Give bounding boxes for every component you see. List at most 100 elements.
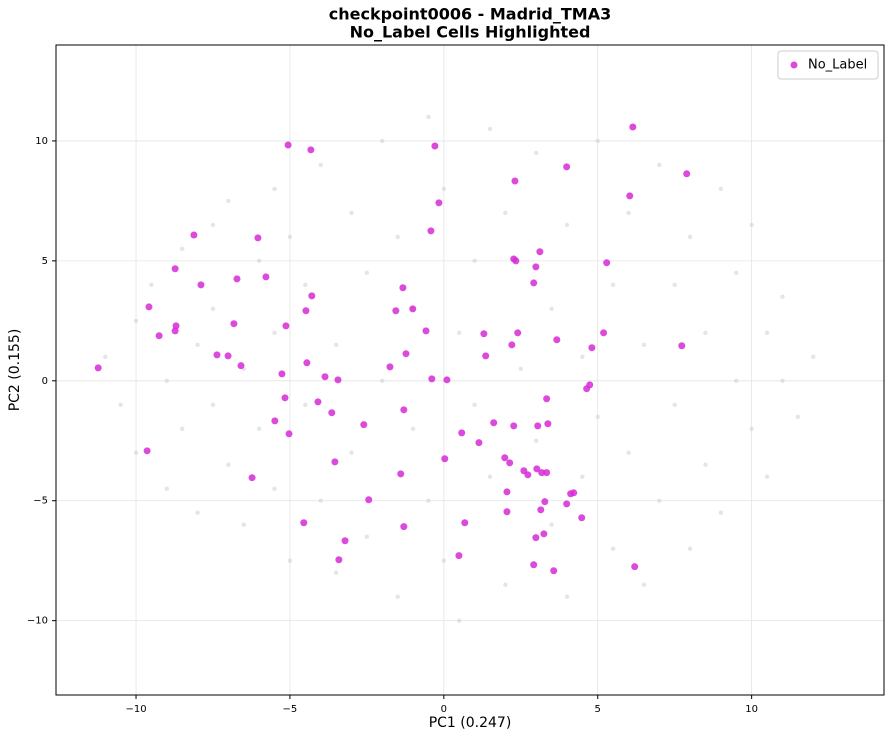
- background-point: [441, 558, 447, 563]
- background-point: [780, 378, 785, 383]
- background-point: [503, 210, 508, 216]
- highlight-point: [510, 422, 518, 430]
- y-tick-label: 5: [42, 256, 48, 267]
- background-point: [811, 354, 816, 360]
- background-point: [180, 426, 185, 431]
- background-point: [318, 498, 323, 503]
- highlight-point: [543, 469, 551, 477]
- background-point: [364, 270, 370, 276]
- background-point: [241, 522, 246, 527]
- highlight-point: [543, 395, 551, 403]
- background-point: [272, 186, 277, 192]
- highlight-point: [534, 422, 542, 430]
- background-point: [549, 306, 554, 312]
- highlight-point: [683, 170, 691, 178]
- highlight-point: [197, 281, 205, 289]
- background-point: [441, 186, 447, 192]
- highlight-point: [512, 257, 520, 265]
- background-point: [349, 450, 354, 455]
- background-point: [180, 246, 185, 252]
- y-tick-label: 10: [35, 136, 48, 147]
- x-tick-label: 0: [441, 704, 447, 715]
- highlight-point: [360, 421, 368, 429]
- legend-box: [777, 50, 879, 80]
- highlight-point: [190, 231, 198, 239]
- background-point: [118, 402, 123, 407]
- background-point: [226, 198, 231, 204]
- background-point: [195, 342, 200, 348]
- highlight-point: [570, 489, 578, 497]
- x-axis-label: PC1 (0.247): [429, 715, 512, 731]
- background-point: [103, 354, 108, 360]
- background-point: [703, 330, 708, 336]
- background-point: [657, 498, 662, 503]
- background-point: [641, 342, 647, 348]
- highlight-point: [503, 488, 511, 496]
- background-point: [580, 474, 585, 479]
- highlight-point: [307, 146, 315, 154]
- highlight-point: [248, 474, 256, 482]
- background-point: [626, 210, 631, 216]
- background-point: [503, 582, 508, 587]
- highlight-point: [230, 320, 238, 328]
- highlight-point: [145, 303, 153, 311]
- highlight-point: [224, 352, 232, 360]
- background-point: [303, 282, 308, 288]
- background-point: [287, 558, 293, 563]
- highlight-point: [334, 376, 342, 384]
- highlight-point: [511, 177, 519, 185]
- x-tick-label: 10: [745, 704, 758, 715]
- highlight-point: [171, 265, 179, 273]
- highlight-point: [213, 351, 221, 359]
- background-point: [272, 330, 277, 336]
- highlight-point: [392, 307, 400, 315]
- background-point: [703, 462, 708, 467]
- background-point: [564, 222, 570, 228]
- background-point: [641, 582, 647, 587]
- background-point: [364, 534, 370, 539]
- highlight-point: [578, 514, 586, 522]
- background-point: [749, 426, 754, 431]
- legend-label: No_Label: [808, 58, 867, 73]
- highlight-point: [171, 327, 179, 335]
- highlight-point: [271, 417, 279, 425]
- background-point: [487, 126, 493, 132]
- highlight-point: [262, 273, 270, 281]
- highlight-point: [281, 394, 289, 402]
- highlight-point: [422, 327, 430, 335]
- highlight-point: [536, 248, 544, 256]
- highlight-point: [514, 329, 522, 337]
- chart-title: checkpoint0006 - Madrid_TMA3: [329, 5, 611, 24]
- background-point: [426, 114, 431, 120]
- highlight-point: [629, 123, 637, 131]
- background-point: [718, 510, 724, 515]
- highlight-point: [409, 305, 417, 313]
- background-point: [718, 186, 724, 192]
- highlight-point: [678, 342, 686, 350]
- background-point: [210, 402, 216, 407]
- background-point: [795, 414, 801, 419]
- highlight-point: [155, 332, 163, 340]
- highlight-point: [237, 362, 245, 370]
- highlight-point: [94, 364, 102, 372]
- highlight-point: [365, 496, 373, 504]
- highlight-point: [490, 419, 498, 427]
- highlight-point: [331, 458, 339, 466]
- highlight-point: [397, 470, 405, 478]
- highlight-point: [588, 344, 596, 352]
- highlight-point: [461, 519, 469, 527]
- background-point: [734, 378, 739, 383]
- x-tick-label: −5: [283, 704, 298, 715]
- background-point: [610, 282, 616, 288]
- background-point: [457, 330, 462, 336]
- highlight-point: [402, 350, 410, 358]
- highlight-point: [532, 534, 540, 542]
- background-point: [149, 282, 154, 288]
- highlight-point: [321, 373, 329, 381]
- highlight-point: [600, 329, 608, 337]
- highlight-point: [428, 375, 436, 383]
- highlight-point: [458, 429, 466, 437]
- background-point: [395, 234, 400, 240]
- background-point: [533, 150, 539, 156]
